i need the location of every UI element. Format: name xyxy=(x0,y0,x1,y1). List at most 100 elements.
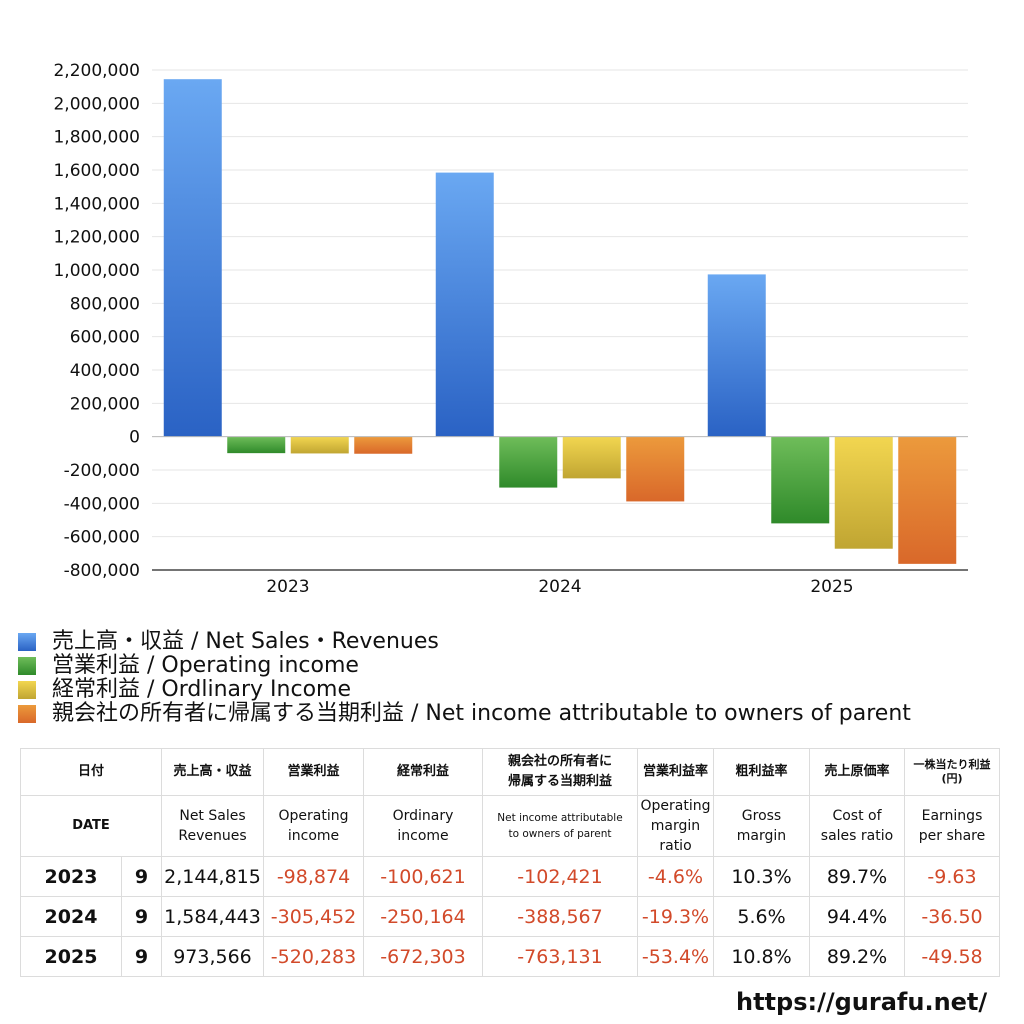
cell-net: -763,131 xyxy=(482,936,638,977)
header-net-en: Net income attributable to owners of pare… xyxy=(482,795,638,857)
cell-cost: 89.2% xyxy=(809,936,905,977)
cell-net: -388,567 xyxy=(482,896,638,937)
legend-swatch-net-income xyxy=(18,705,36,723)
header-operating-jp: 営業利益 xyxy=(263,748,364,796)
header-sales-en: Net Sales Revenues xyxy=(161,795,264,857)
header-operating-en-1: Operating xyxy=(278,808,349,824)
bar-operating-income-2025 xyxy=(771,436,830,524)
y-tick-label: -800,000 xyxy=(64,561,140,581)
bar-ordinary-income-2024 xyxy=(562,436,621,479)
header-eps-en-2: per share xyxy=(918,828,986,844)
cell-year: 2025 xyxy=(20,936,122,977)
header-ordinary-jp: 経常利益 xyxy=(363,748,483,796)
header-gross-en-1: Gross xyxy=(741,808,782,824)
cell-year: 2023 xyxy=(20,856,122,897)
header-operating-en-2: income xyxy=(287,828,340,844)
legend-item-ordinary-income: 経常利益 / Ordlinary Income xyxy=(18,678,1018,702)
cell-cost: 89.7% xyxy=(809,856,905,897)
cell-cost: 94.4% xyxy=(809,896,905,937)
table-row: 2023 9 2,144,815 -98,874 -100,621 -102,4… xyxy=(20,856,1000,897)
header-op-margin-jp: 営業利益率 xyxy=(637,748,714,796)
header-net-jp-line2: 帰属する当期利益 xyxy=(507,774,612,789)
cell-ordinary: -672,303 xyxy=(363,936,483,977)
bars xyxy=(163,79,957,564)
bar-ordinary-income-2025 xyxy=(834,436,893,549)
cell-operating: -305,452 xyxy=(263,896,364,937)
legend-item-net-sales: 売上高・収益 / Net Sales・Revenues xyxy=(18,630,1018,654)
site-url: https://gurafu.net/ xyxy=(736,988,988,1016)
header-eps-jp-line2: (円) xyxy=(941,772,963,785)
header-row-jp: 日付 売上高・収益 営業利益 経常利益 親会社の所有者に 帰属する当期利益 営業利… xyxy=(20,748,1000,796)
legend-swatch-net-sales xyxy=(18,633,36,651)
chart-legend: 売上高・収益 / Net Sales・Revenues 営業利益 / Opera… xyxy=(18,630,1018,726)
header-sales-en-2: Revenues xyxy=(178,828,247,844)
legend-item-net-income: 親会社の所有者に帰属する当期利益 / Net income attributab… xyxy=(18,702,1018,726)
y-tick-label: 1,000,000 xyxy=(53,261,140,281)
header-operating-en: Operating income xyxy=(263,795,364,857)
bar-net-income-2024 xyxy=(626,436,685,502)
cell-sales: 973,566 xyxy=(161,936,264,977)
table-row: 2025 9 973,566 -520,283 -672,303 -763,13… xyxy=(20,936,1000,977)
header-eps-en-1: Earnings xyxy=(921,808,983,824)
bar-operating-income-2024 xyxy=(499,436,558,488)
bar-ordinary-income-2023 xyxy=(290,436,349,454)
cell-op-margin: -4.6% xyxy=(637,856,714,897)
header-cost-jp: 売上原価率 xyxy=(809,748,905,796)
x-tick-label-2023: 2023 xyxy=(266,577,309,597)
cell-op-margin: -19.3% xyxy=(637,896,714,937)
header-date-jp: 日付 xyxy=(20,748,162,796)
cell-sales: 1,584,443 xyxy=(161,896,264,937)
header-date-en: DATE xyxy=(20,795,162,857)
cell-month: 9 xyxy=(121,856,162,897)
header-sales-jp: 売上高・収益 xyxy=(161,748,264,796)
header-cost-en: Cost of sales ratio xyxy=(809,795,905,857)
cell-operating: -520,283 xyxy=(263,936,364,977)
header-net-jp: 親会社の所有者に 帰属する当期利益 xyxy=(482,748,638,796)
bar-net-sales-2025 xyxy=(707,274,766,437)
y-tick-label: 400,000 xyxy=(70,361,140,381)
cell-eps: -36.50 xyxy=(904,896,1000,937)
cell-month: 9 xyxy=(121,936,162,977)
bar-chart: 2,200,000 2,000,000 1,800,000 1,600,000 1,40… xyxy=(53,61,968,597)
legend-label-net-income: 親会社の所有者に帰属する当期利益 / Net income attributab… xyxy=(52,701,911,726)
axes xyxy=(152,436,968,571)
y-tick-label: 2,200,000 xyxy=(53,61,140,81)
y-axis-ticks: 2,200,000 2,000,000 1,800,000 1,600,000 1,40… xyxy=(53,61,140,581)
bar-net-income-2025 xyxy=(898,436,957,564)
header-net-en-2: to owners of parent xyxy=(508,828,612,840)
header-cost-en-2: sales ratio xyxy=(820,828,894,844)
cell-sales: 2,144,815 xyxy=(161,856,264,897)
financial-table: 日付 売上高・収益 営業利益 経常利益 親会社の所有者に 帰属する当期利益 営業利… xyxy=(20,748,1000,977)
cell-year: 2024 xyxy=(20,896,122,937)
header-sales-en-1: Net Sales xyxy=(179,808,246,824)
y-tick-label: -400,000 xyxy=(64,494,140,514)
cell-eps: -49.58 xyxy=(904,936,1000,977)
bar-net-sales-2023 xyxy=(163,79,222,437)
header-row-en: DATE Net Sales Revenues Operating income O… xyxy=(20,795,1000,857)
legend-label-operating-income: 営業利益 / Operating income xyxy=(52,653,359,678)
header-eps-jp-line1: 一株当たり利益 xyxy=(913,758,991,771)
header-cost-en-1: Cost of xyxy=(832,808,882,824)
cell-month: 9 xyxy=(121,896,162,937)
cell-gross: 5.6% xyxy=(713,896,810,937)
x-tick-label-2025: 2025 xyxy=(810,577,853,597)
header-ordinary-en-2: income xyxy=(397,828,449,844)
cell-ordinary: -250,164 xyxy=(363,896,483,937)
cell-ordinary: -100,621 xyxy=(363,856,483,897)
y-tick-label: 0 xyxy=(129,428,140,448)
legend-label-ordinary-income: 経常利益 / Ordlinary Income xyxy=(52,677,351,702)
bar-net-sales-2024 xyxy=(435,172,494,437)
y-tick-label: 1,800,000 xyxy=(53,128,140,148)
header-ordinary-en: Ordinary income xyxy=(363,795,483,857)
bar-net-income-2023 xyxy=(354,436,413,454)
header-gross-en: Gross margin xyxy=(713,795,810,857)
header-op-margin-en-2: margin xyxy=(650,818,701,834)
table-row: 2024 9 1,584,443 -305,452 -250,164 -388,… xyxy=(20,896,1000,937)
y-tick-label: -200,000 xyxy=(64,461,140,481)
header-gross-en-2: margin xyxy=(736,828,787,844)
y-tick-label: 1,400,000 xyxy=(53,194,140,214)
legend-item-operating-income: 営業利益 / Operating income xyxy=(18,654,1018,678)
header-eps-jp: 一株当たり利益 (円) xyxy=(904,748,1000,796)
header-ordinary-en-1: Ordinary xyxy=(392,808,454,824)
legend-swatch-ordinary-income xyxy=(18,681,36,699)
